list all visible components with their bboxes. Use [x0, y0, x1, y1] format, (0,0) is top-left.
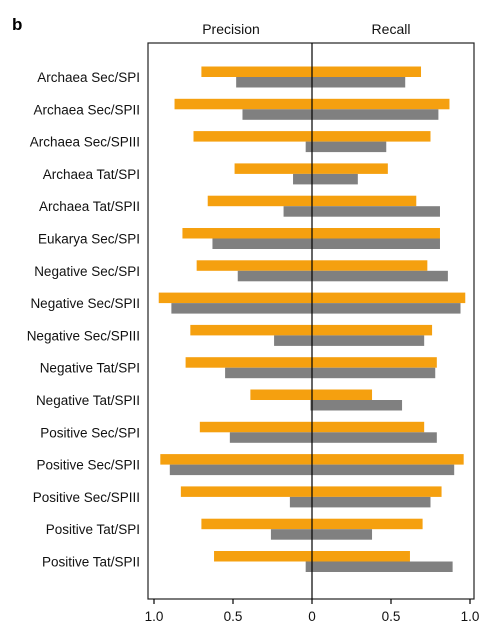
precision-bar	[310, 400, 312, 411]
precision-bar	[270, 529, 312, 540]
category-label: Positive Tat/SPII	[42, 555, 140, 570]
precision-bar	[274, 335, 312, 346]
recall-bar	[312, 238, 440, 249]
category-label: Positive Sec/SPI	[40, 425, 140, 440]
precision-bar	[305, 141, 312, 153]
recall-bar	[312, 367, 436, 379]
recall-bar	[312, 260, 428, 271]
recall-bar	[312, 357, 437, 368]
recall-bar	[312, 518, 423, 530]
recall-bar	[312, 195, 417, 207]
precision-bar	[236, 77, 312, 88]
recall-bar	[312, 551, 410, 562]
recall-bar	[312, 98, 450, 110]
panel-label: b	[12, 15, 22, 34]
recall-bar	[312, 141, 387, 153]
precision-bar	[229, 432, 312, 443]
category-label: Negative Sec/SPI	[34, 264, 140, 279]
precision-bar	[196, 260, 312, 271]
precision-bar	[199, 421, 312, 433]
precision-bar	[193, 131, 312, 142]
precision-bar	[174, 98, 312, 110]
recall-bar	[312, 324, 433, 336]
x-tick-label: 1.0	[461, 609, 480, 624]
category-label: Archaea Sec/SPII	[33, 102, 140, 117]
precision-bar	[185, 357, 312, 368]
precision-bar	[225, 367, 312, 379]
category-label: Negative Sec/SPII	[30, 296, 140, 311]
precision-bar	[289, 496, 312, 508]
recall-bar	[312, 228, 440, 239]
precision-bar	[190, 324, 312, 336]
precision-bar	[207, 195, 312, 207]
precision-bar	[234, 163, 312, 174]
recall-bar	[312, 389, 373, 400]
recall-bar	[312, 131, 431, 142]
plot-frame	[147, 42, 475, 600]
x-tick-label: 1.0	[145, 609, 164, 624]
precision-bar	[201, 66, 312, 77]
precision-bar	[169, 464, 312, 476]
precision-bar	[212, 238, 312, 249]
precision-bar	[237, 270, 312, 282]
category-label: Negative Sec/SPIII	[27, 328, 140, 343]
bars-layer	[158, 66, 466, 572]
recall-bar	[312, 77, 406, 88]
recall-bar	[312, 432, 437, 443]
x-tick-label: 0.5	[224, 609, 243, 624]
category-label: Negative Tat/SPII	[36, 393, 140, 408]
recall-bar	[312, 292, 466, 304]
precision-bar	[180, 486, 312, 497]
recall-bar	[312, 109, 439, 120]
recall-bar	[312, 496, 431, 508]
recall-bar	[312, 464, 455, 476]
precision-bar	[293, 173, 312, 185]
category-label: Archaea Sec/SPI	[37, 70, 140, 85]
precision-bar	[158, 292, 312, 304]
recall-bar	[312, 421, 425, 433]
category-label: Positive Tat/SPI	[46, 522, 140, 537]
precision-bar	[305, 561, 312, 572]
recall-bar	[312, 206, 440, 217]
category-label: Negative Tat/SPI	[40, 361, 140, 376]
category-label: Archaea Tat/SPI	[43, 167, 140, 182]
recall-bar	[312, 303, 461, 314]
category-label: Archaea Tat/SPII	[39, 199, 140, 214]
category-labels: Archaea Sec/SPI Archaea Sec/SPII Archaea S…	[27, 70, 140, 570]
recall-bar	[312, 270, 448, 282]
recall-title: Recall	[372, 21, 411, 37]
precision-bar	[201, 518, 312, 530]
precision-bar	[250, 389, 312, 400]
recall-bar	[312, 561, 453, 572]
category-label: Eukarya Sec/SPI	[38, 232, 140, 247]
precision-bar	[160, 454, 312, 465]
category-label: Positive Sec/SPII	[36, 458, 140, 473]
recall-bar	[312, 454, 464, 465]
x-axis-ticks: 1.0 0.5 0 0.5 1.0	[145, 599, 480, 624]
recall-bar	[312, 66, 422, 77]
category-label: Positive Sec/SPIII	[33, 490, 140, 505]
precision-bar	[182, 228, 312, 239]
precision-bar	[283, 206, 312, 217]
recall-bar	[312, 173, 358, 185]
recall-bar	[312, 529, 373, 540]
recall-bar	[312, 486, 442, 497]
precision-title: Precision	[202, 21, 260, 37]
recall-bar	[312, 400, 403, 411]
precision-bar	[242, 109, 312, 120]
x-tick-label: 0.5	[382, 609, 401, 624]
precision-bar	[171, 303, 312, 314]
recall-bar	[312, 163, 388, 174]
category-label: Archaea Sec/SPIII	[30, 135, 140, 150]
precision-bar	[214, 551, 312, 562]
recall-bar	[312, 335, 425, 346]
x-tick-label: 0	[308, 609, 316, 624]
